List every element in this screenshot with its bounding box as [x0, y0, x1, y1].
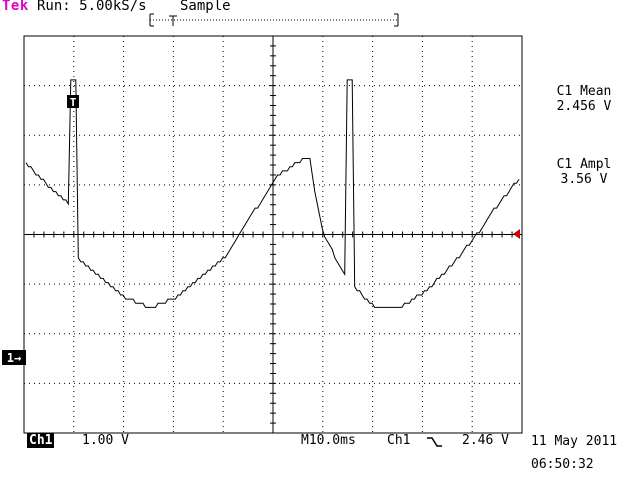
- waveform-trace: [25, 79, 520, 308]
- measurement-2-label: C1 Ampl: [556, 157, 612, 172]
- trigger-level-arrow: [513, 229, 520, 239]
- falling-edge-icon: [427, 437, 442, 447]
- measurement-2-value: 3.56 V: [560, 172, 608, 187]
- measurement-1-value: 2.456 V: [556, 99, 612, 114]
- channel-ref-marker: 1→: [2, 350, 26, 365]
- channel-badge[interactable]: Ch1: [27, 433, 55, 448]
- graticule: [23, 35, 523, 434]
- date: 11 May 2011: [531, 434, 618, 449]
- svg-text:T: T: [70, 96, 77, 109]
- trigger-position-marker: T: [67, 95, 79, 109]
- svg-text:1→: 1→: [7, 351, 21, 365]
- measurement-2: C1 Ampl 3.56 V: [544, 157, 624, 187]
- acquisition-mode: Sample: [180, 0, 231, 14]
- run-status: Run: 5.00kS/s: [37, 0, 147, 14]
- trigger-level: 2.46 V: [462, 433, 509, 448]
- trigger-source: Ch1: [387, 433, 411, 448]
- record-bar: [149, 13, 399, 27]
- vertical-scale: 1.00 V: [82, 433, 129, 448]
- measurement-1: C1 Mean 2.456 V: [544, 84, 624, 114]
- brand-label: Tek: [2, 0, 29, 14]
- timebase: M10.0ms: [301, 433, 356, 448]
- time: 06:50:32: [531, 457, 594, 472]
- measurement-1-label: C1 Mean: [556, 84, 612, 99]
